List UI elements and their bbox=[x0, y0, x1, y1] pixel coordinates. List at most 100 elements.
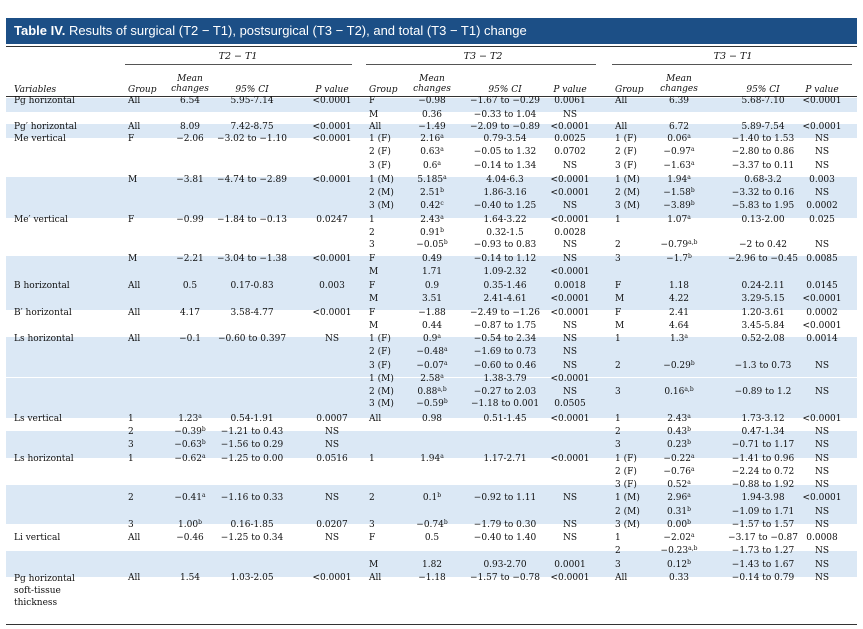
table-cell: 1 bbox=[615, 414, 621, 424]
table-cell: −0.22a bbox=[663, 453, 695, 465]
table-cell: 1 (F) bbox=[615, 134, 637, 144]
table-cell: <0.0001 bbox=[550, 188, 590, 198]
table-cell: −3.04 to −1.38 bbox=[217, 254, 287, 264]
table-cell: 0.0702 bbox=[554, 147, 586, 157]
table-cell: 0.0001 bbox=[554, 560, 586, 570]
table-cell: NS bbox=[562, 520, 578, 530]
table-cell: −0.74b bbox=[416, 519, 448, 531]
table-cell: −0.97a bbox=[663, 146, 695, 158]
table-cell: 6.39 bbox=[668, 96, 690, 106]
row-variable: Pg horizontal bbox=[14, 96, 75, 106]
table-cell: NS bbox=[814, 480, 830, 490]
table-cell: −1.63a bbox=[663, 160, 695, 172]
table-cell: 2.16a bbox=[420, 133, 444, 145]
table-cell: NS bbox=[562, 387, 578, 397]
table-cell: 1.94a bbox=[667, 174, 691, 186]
table-cell: −1.18 bbox=[418, 573, 446, 583]
table-title: Table IV. Results of surgical (T2 − T1),… bbox=[6, 18, 857, 44]
group-header: T3 − T1 bbox=[713, 51, 753, 62]
table-cell: 3 bbox=[128, 520, 134, 530]
table-cell: 0.35-1.46 bbox=[483, 281, 527, 291]
table-cell: 7.42-8.75 bbox=[230, 122, 274, 132]
column-header: P value bbox=[553, 85, 587, 95]
table-cell: F bbox=[369, 254, 376, 264]
table-cell: 1.03-2.05 bbox=[230, 573, 274, 583]
column-header: 95% CI bbox=[488, 85, 522, 95]
table-cell: −0.05b bbox=[416, 239, 448, 251]
table-cell: 3 bbox=[128, 440, 134, 450]
table-cell: M bbox=[615, 321, 625, 331]
table-cell: NS bbox=[814, 560, 830, 570]
table-cell: 2 (F) bbox=[369, 347, 391, 357]
table-cell: 3 (F) bbox=[369, 361, 391, 371]
table-cell: 1.17-2.71 bbox=[483, 454, 527, 464]
table-cell: 1 (M) bbox=[615, 493, 640, 503]
table-cell: 1 (F) bbox=[369, 334, 391, 344]
table-cell: −0.59b bbox=[416, 398, 448, 410]
table-cell: −0.40 to 1.25 bbox=[473, 201, 537, 211]
table-cell: −0.29b bbox=[663, 360, 695, 372]
table-cell: NS bbox=[814, 440, 830, 450]
table-rule bbox=[6, 46, 857, 47]
row-band bbox=[6, 431, 857, 458]
table-cell: 0.31b bbox=[667, 506, 691, 518]
table-cell: −0.33 to 1.04 bbox=[473, 110, 537, 120]
table-cell: 3 bbox=[369, 240, 375, 250]
table-cell: F bbox=[128, 215, 135, 225]
table-cell: 2.43a bbox=[420, 214, 444, 226]
table-cell: NS bbox=[562, 334, 578, 344]
table-cell: −0.48a bbox=[416, 346, 448, 358]
table-cell: −1.18 to 0.001 bbox=[470, 399, 540, 409]
table-cell: NS bbox=[562, 240, 578, 250]
table-cell: −0.93 to 0.83 bbox=[473, 240, 537, 250]
table-cell: 1.07a bbox=[667, 214, 691, 226]
table-cell: −1.49 bbox=[418, 122, 446, 132]
table-cell: 0.9 bbox=[424, 281, 440, 291]
table-cell: 0.49 bbox=[421, 254, 443, 264]
table-cell: 1 bbox=[615, 334, 621, 344]
table-cell: 0.5 bbox=[182, 281, 198, 291]
table-cell: 0.88a,b bbox=[417, 386, 447, 398]
table-cell: 1 bbox=[369, 215, 375, 225]
table-cell: −3.81 bbox=[176, 175, 204, 185]
table-cell: 5.95-7.14 bbox=[230, 96, 274, 106]
table-cell: 0.43b bbox=[667, 426, 691, 438]
table-cell: 2 (M) bbox=[615, 507, 640, 517]
table-cell: All bbox=[128, 533, 141, 543]
group-header-rule bbox=[612, 64, 852, 65]
table-cell: 0.0516 bbox=[316, 454, 348, 464]
table-cell: 0.0028 bbox=[554, 228, 586, 238]
table-cell: <0.0001 bbox=[802, 122, 842, 132]
table-cell: −2.09 to −0.89 bbox=[470, 122, 540, 132]
column-header: Variables bbox=[14, 85, 57, 95]
table-cell: All bbox=[615, 122, 628, 132]
table-cell: NS bbox=[562, 110, 578, 120]
table-cell: 0.32-1.5 bbox=[486, 228, 524, 238]
table-cell: F bbox=[128, 134, 135, 144]
table-cell: NS bbox=[814, 161, 830, 171]
table-cell: NS bbox=[814, 240, 830, 250]
table-cell: 1.86-3.16 bbox=[483, 188, 527, 198]
table-cell: <0.0001 bbox=[550, 454, 590, 464]
table-cell: NS bbox=[814, 387, 830, 397]
table-cell: 1.71 bbox=[421, 267, 443, 277]
table-cell: 0.68-3.2 bbox=[744, 175, 782, 185]
table-cell: NS bbox=[562, 533, 578, 543]
group-header-rule bbox=[125, 64, 352, 65]
table-cell: F bbox=[369, 533, 376, 543]
table-cell: All bbox=[128, 308, 141, 318]
table-cell: 3 bbox=[615, 387, 621, 397]
table-cell: 3 (F) bbox=[615, 161, 637, 171]
row-band bbox=[6, 551, 857, 577]
table-cell: <0.0001 bbox=[550, 308, 590, 318]
table-cell: −2.02a bbox=[663, 532, 695, 544]
table-cell: 1.00b bbox=[178, 519, 202, 531]
table-cell: 1 (M) bbox=[369, 175, 394, 185]
table-cell: 0.00b bbox=[667, 519, 691, 531]
table-cell: −1.67 to −0.29 bbox=[470, 96, 540, 106]
table-cell: <0.0001 bbox=[312, 96, 352, 106]
row-band bbox=[6, 98, 857, 112]
table-cell: <0.0001 bbox=[550, 267, 590, 277]
table-cell: 1.38-3.79 bbox=[483, 374, 527, 384]
table-cell: −0.07a bbox=[416, 360, 448, 372]
